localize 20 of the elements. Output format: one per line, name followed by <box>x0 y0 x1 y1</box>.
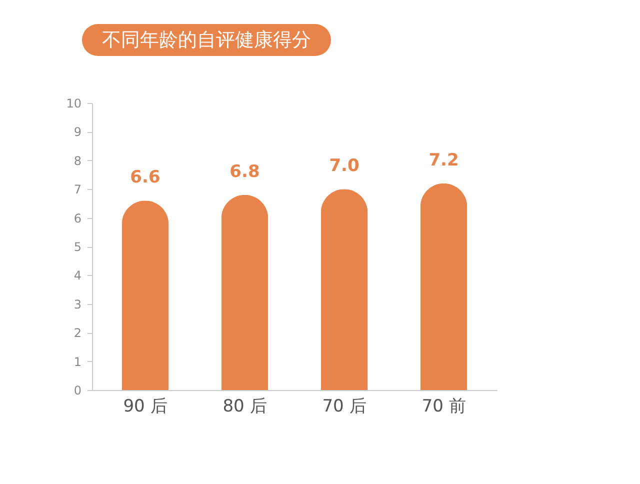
y-tick-label: 5 <box>74 240 82 254</box>
y-tick-label: 6 <box>74 211 82 226</box>
y-tick-label: 1 <box>74 354 82 369</box>
y-tick-label: 10 <box>66 96 82 110</box>
data-label: 7.0 <box>329 156 360 176</box>
x-tick-label: 70 后 <box>322 396 366 416</box>
data-label: 7.2 <box>428 150 459 170</box>
x-tick-label: 90 后 <box>123 396 168 416</box>
y-tick-label: 7 <box>74 182 82 197</box>
chart-title: 不同年龄的自评健康得分 <box>82 24 331 56</box>
y-tick-label: 3 <box>74 297 82 312</box>
x-tick-label: 80 后 <box>222 396 267 416</box>
y-tick-label: 0 <box>74 384 82 398</box>
x-tick-label: 70 前 <box>422 396 466 416</box>
data-label: 6.8 <box>230 162 260 182</box>
y-tick-label: 4 <box>74 268 82 283</box>
data-label: 6.6 <box>130 168 160 188</box>
y-tick-label: 8 <box>74 154 82 168</box>
y-tick-label: 2 <box>74 326 82 340</box>
y-tick-label: 9 <box>74 125 82 140</box>
